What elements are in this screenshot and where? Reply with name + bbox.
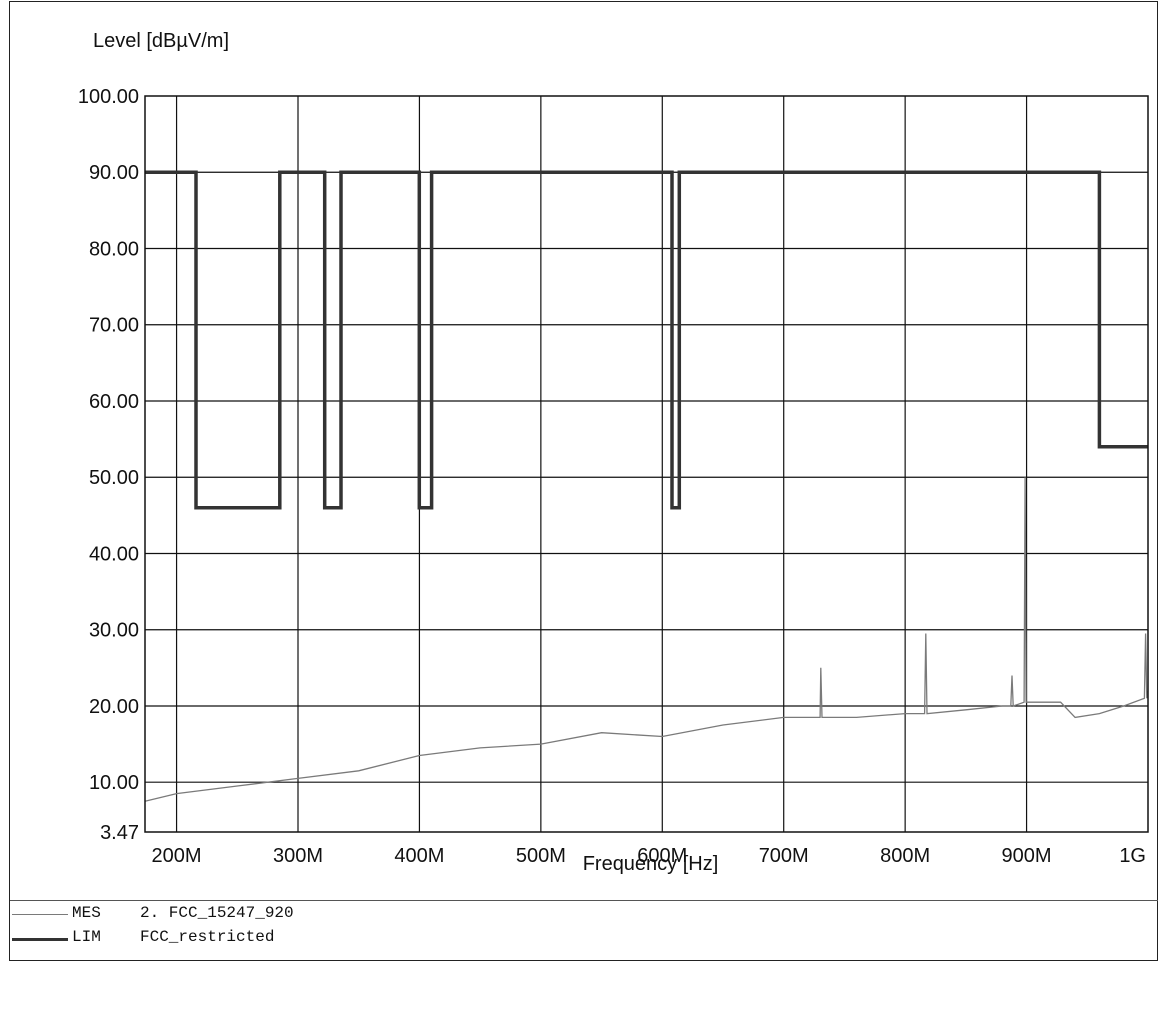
x-tick-label: 700M — [759, 845, 809, 867]
y-tick-label: 40.00 — [89, 543, 139, 565]
legend-swatch-lim — [12, 938, 68, 941]
plot-frame — [9, 1, 1158, 961]
legend-entry-mes: MES 2. FCC_15247_920 — [10, 904, 294, 926]
x-tick-label: 400M — [394, 845, 444, 867]
y-tick-label: 70.00 — [89, 315, 139, 337]
legend-code-lim: LIM — [72, 928, 101, 946]
y-axis-label: Level [dBµV/m] — [93, 30, 230, 52]
legend-swatch-mes — [12, 914, 68, 915]
y-tick-labels: 100.00 90.00 80.00 70.00 60.00 50.00 40.00 30.0… — [78, 86, 139, 844]
chart-area: 100.00 90.00 80.00 70.00 60.00 50.00 40.00 30.0… — [78, 86, 1149, 867]
y-tick-label: 80.00 — [89, 238, 139, 260]
series-lines — [144, 170, 1149, 802]
legend: MES 2. FCC_15247_920 LIM FCC_restricted — [10, 900, 1158, 961]
plot-border — [144, 95, 1149, 833]
legend-entry-lim: LIM FCC_restricted — [10, 928, 274, 950]
y-tick-label: 3.47 — [100, 822, 139, 844]
x-tick-label: 500M — [516, 845, 566, 867]
x-tick-label: 800M — [880, 845, 930, 867]
series-line-mes — [144, 477, 1149, 802]
grid — [145, 96, 1148, 832]
y-tick-label: 50.00 — [89, 467, 139, 489]
y-tick-label: 60.00 — [89, 391, 139, 413]
y-tick-label: 90.00 — [89, 162, 139, 184]
x-axis-label: Frequency [Hz] — [582, 853, 719, 875]
x-tick-label: 600M — [637, 845, 687, 867]
y-tick-label: 30.00 — [89, 620, 139, 642]
y-tick-label: 20.00 — [89, 696, 139, 718]
y-tick-label: 100.00 — [78, 86, 139, 108]
x-tick-label: 200M — [152, 845, 202, 867]
x-tick-label: 900M — [1002, 845, 1052, 867]
series-line-lim — [145, 170, 1148, 510]
legend-label-mes: 2. FCC_15247_920 — [140, 904, 294, 922]
legend-label-lim: FCC_restricted — [140, 928, 275, 946]
x-tick-labels: 200M 300M 400M 500M 600M 700M 800M 900M 1G — [152, 845, 1146, 867]
legend-code-mes: MES — [72, 904, 101, 922]
x-tick-label: 300M — [273, 845, 323, 867]
y-tick-label: 10.00 — [89, 772, 139, 794]
x-tick-label: 1G — [1119, 845, 1146, 867]
